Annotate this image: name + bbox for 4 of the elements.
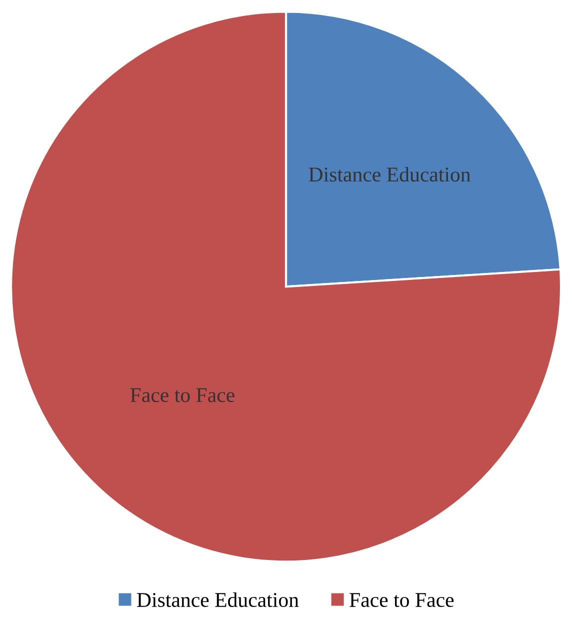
slice-label: Face to Face [130, 388, 234, 402]
slice-label: Distance Education [308, 166, 470, 182]
legend-label: Face to Face [350, 593, 454, 608]
legend-label: Distance Education [137, 592, 299, 608]
